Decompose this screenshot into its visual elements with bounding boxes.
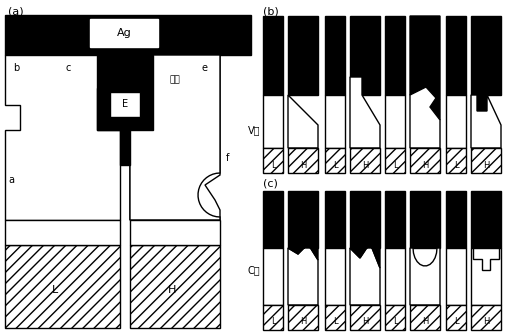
Text: H: H — [422, 318, 428, 327]
Text: L: L — [333, 318, 337, 327]
Polygon shape — [5, 220, 120, 245]
Polygon shape — [325, 248, 345, 305]
Polygon shape — [410, 248, 440, 305]
Text: L: L — [271, 161, 275, 169]
Polygon shape — [385, 248, 405, 305]
Polygon shape — [110, 92, 140, 117]
Text: L: L — [454, 318, 458, 327]
Text: H: H — [300, 161, 306, 169]
Polygon shape — [263, 305, 283, 330]
Polygon shape — [446, 248, 466, 305]
Polygon shape — [446, 16, 466, 95]
Polygon shape — [130, 245, 220, 328]
Polygon shape — [263, 16, 283, 95]
Polygon shape — [5, 15, 251, 55]
Text: H: H — [300, 318, 306, 327]
Polygon shape — [350, 16, 380, 95]
Polygon shape — [471, 248, 501, 305]
Polygon shape — [120, 55, 130, 165]
Text: C区: C区 — [248, 265, 261, 275]
Polygon shape — [410, 87, 440, 148]
Polygon shape — [350, 148, 380, 173]
Polygon shape — [288, 191, 318, 248]
Polygon shape — [97, 55, 120, 130]
Polygon shape — [325, 95, 345, 148]
Polygon shape — [350, 243, 380, 305]
Polygon shape — [350, 77, 380, 148]
Text: L: L — [271, 318, 275, 327]
Text: L: L — [392, 318, 398, 327]
Text: f: f — [226, 153, 229, 163]
Polygon shape — [130, 55, 220, 220]
Text: L: L — [454, 161, 458, 169]
Polygon shape — [350, 305, 380, 330]
Polygon shape — [263, 191, 283, 248]
Text: H: H — [362, 318, 368, 327]
Polygon shape — [263, 148, 283, 173]
Text: L: L — [333, 161, 337, 169]
Polygon shape — [350, 243, 380, 268]
Polygon shape — [288, 16, 318, 95]
Polygon shape — [325, 148, 345, 173]
Polygon shape — [288, 148, 318, 173]
Text: H: H — [483, 161, 489, 169]
Polygon shape — [385, 148, 405, 173]
Polygon shape — [471, 191, 501, 248]
Polygon shape — [288, 244, 318, 260]
Text: Ag: Ag — [117, 28, 131, 38]
Polygon shape — [446, 191, 466, 248]
Polygon shape — [263, 248, 283, 305]
Text: L: L — [392, 161, 398, 169]
Polygon shape — [446, 95, 466, 148]
Text: b: b — [13, 63, 19, 73]
Polygon shape — [90, 19, 158, 47]
Text: L: L — [52, 285, 58, 295]
Text: (b): (b) — [263, 6, 278, 16]
Polygon shape — [471, 148, 501, 173]
Text: H: H — [168, 285, 176, 295]
Text: 补位: 补位 — [170, 76, 180, 84]
Polygon shape — [350, 191, 380, 248]
Polygon shape — [288, 95, 318, 148]
Polygon shape — [325, 305, 345, 330]
Polygon shape — [410, 305, 440, 330]
Text: H: H — [362, 161, 368, 169]
Polygon shape — [263, 95, 283, 148]
Text: (c): (c) — [263, 178, 278, 188]
Text: a: a — [8, 175, 14, 185]
Text: e: e — [202, 63, 208, 73]
Polygon shape — [385, 16, 405, 95]
Polygon shape — [410, 191, 440, 248]
Polygon shape — [385, 305, 405, 330]
Polygon shape — [130, 55, 220, 220]
Polygon shape — [410, 16, 440, 120]
Text: d: d — [132, 63, 138, 73]
Polygon shape — [130, 55, 153, 130]
Text: E: E — [122, 99, 128, 109]
Polygon shape — [288, 244, 318, 305]
Polygon shape — [325, 191, 345, 248]
Polygon shape — [446, 148, 466, 173]
Polygon shape — [471, 16, 501, 111]
Polygon shape — [5, 55, 120, 220]
Polygon shape — [385, 95, 405, 148]
Polygon shape — [410, 148, 440, 173]
Text: c: c — [65, 63, 71, 73]
Polygon shape — [325, 16, 345, 95]
Polygon shape — [385, 191, 405, 248]
Polygon shape — [130, 220, 220, 245]
Text: V区: V区 — [248, 125, 261, 135]
Polygon shape — [288, 305, 318, 330]
Polygon shape — [5, 245, 120, 328]
Text: H: H — [422, 161, 428, 169]
Text: H: H — [483, 318, 489, 327]
Text: (a): (a) — [8, 6, 24, 16]
Polygon shape — [471, 305, 501, 330]
Polygon shape — [446, 305, 466, 330]
Polygon shape — [471, 95, 501, 148]
